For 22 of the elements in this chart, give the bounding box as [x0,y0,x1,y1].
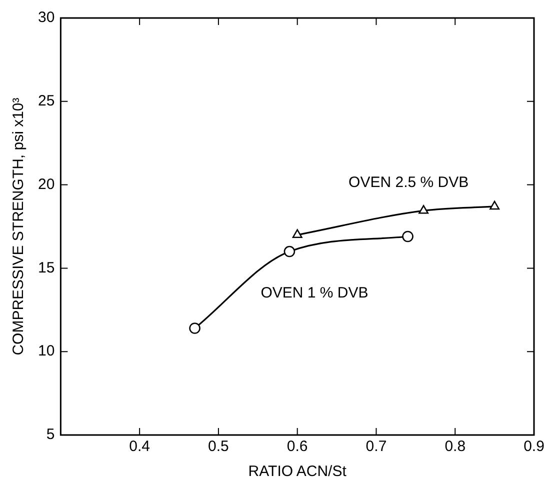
series-label: OVEN 2.5 % DVB [348,174,469,191]
x-tick-label: 0.8 [444,438,466,456]
y-tick-label: 10 [38,342,55,360]
x-tick-label: 0.7 [366,438,387,456]
point [402,230,414,242]
y-tick-label: 30 [38,9,55,26]
y-tick-label: 15 [38,259,55,276]
x-axis-title: RATIO ACN/St [248,463,348,480]
point [284,246,296,258]
point [189,322,200,334]
x-tick-label: 0.5 [208,438,229,456]
x-tick-label: 0.9 [524,438,544,456]
y-tick-label: 20 [38,176,55,193]
x-tick-label: 0.6 [286,438,308,456]
point [418,205,429,214]
y-axis-title: COMPRESSIVE STRENGTH, psi x10³ [10,98,28,356]
x-tick-label: 0.4 [129,438,150,456]
point [292,229,302,238]
y-tick-label: 5 [46,426,55,444]
point [490,200,500,210]
series-label: OVEN 1 % DVB [260,284,368,302]
y-tick-label: 25 [38,92,55,110]
